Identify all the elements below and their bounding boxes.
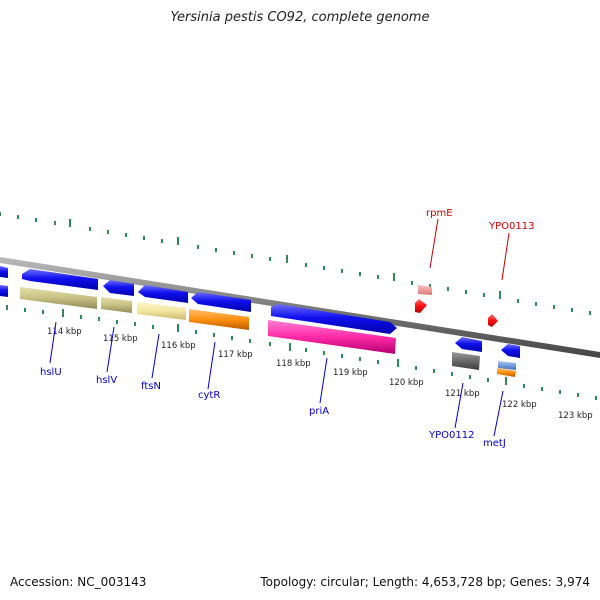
gene-arrow[interactable] bbox=[455, 337, 482, 352]
genome-backbone bbox=[0, 257, 600, 358]
gene-arrow[interactable] bbox=[271, 304, 397, 334]
accession-text: Accession: NC_003143 bbox=[10, 575, 147, 589]
gene-label-rpmE[interactable]: rpmE bbox=[426, 208, 453, 219]
gene-block-ypo0112[interactable] bbox=[452, 352, 480, 370]
gene-block-metJ-a[interactable] bbox=[498, 361, 516, 370]
scale-label: 122 kbp bbox=[502, 400, 537, 410]
gene-arrow[interactable] bbox=[0, 266, 8, 278]
gene-block-hslU[interactable] bbox=[20, 287, 97, 309]
gene-arrow[interactable] bbox=[501, 344, 520, 358]
gene-arrow-rpmE-red[interactable] bbox=[415, 299, 427, 313]
gene-arrow[interactable] bbox=[138, 285, 188, 303]
gene-arrow[interactable] bbox=[103, 280, 134, 296]
gene-label-hslV[interactable]: hslV bbox=[96, 375, 117, 386]
scale-label: 123 kbp bbox=[558, 411, 593, 421]
gene-block-hslV[interactable] bbox=[101, 297, 132, 313]
gene-arrow-ypo0113[interactable] bbox=[488, 314, 498, 327]
gene-block-priA[interactable] bbox=[268, 320, 396, 354]
topology-text: Topology: circular; Length: 4,653,728 bp… bbox=[260, 575, 590, 589]
gene-arrow[interactable] bbox=[22, 269, 98, 290]
gene-label-metJ[interactable]: metJ bbox=[483, 438, 506, 449]
gene-label-lines bbox=[49, 218, 510, 437]
gene-label-priA[interactable]: priA bbox=[309, 406, 329, 417]
forward-strand-genes[interactable] bbox=[0, 266, 520, 358]
scale-label: 117 kbp bbox=[218, 350, 253, 360]
gene-label-cytR[interactable]: cytR bbox=[198, 390, 220, 401]
scale-label: 115 kbp bbox=[103, 334, 138, 344]
scale-label: 118 kbp bbox=[276, 359, 311, 369]
gene-arrow[interactable] bbox=[191, 292, 251, 312]
gene-label-hslU[interactable]: hslU bbox=[40, 367, 62, 378]
map-title: Yersinia pestis CO92, complete genome bbox=[170, 10, 430, 25]
gene-label-ypo0112[interactable]: YPO0112 bbox=[428, 430, 474, 441]
scale-label: 121 kbp bbox=[445, 389, 480, 399]
scale-label: 116 kbp bbox=[161, 341, 196, 351]
gene-labels[interactable]: hslU hslV ftsN cytR priA YPO0112 metJ rp… bbox=[40, 208, 534, 449]
scale-labels: 114 kbp 115 kbp 116 kbp 117 kbp 118 kbp … bbox=[47, 327, 593, 421]
scale-label: 119 kbp bbox=[333, 368, 368, 378]
gene-block-ftsN[interactable] bbox=[137, 302, 186, 320]
gene-label-ypo0113[interactable]: YPO0113 bbox=[488, 221, 534, 232]
outer-scale-ticks bbox=[0, 212, 591, 315]
inner-scale-ticks bbox=[6, 305, 597, 400]
scale-label: 120 kbp bbox=[389, 378, 424, 388]
gene-arrow-rpmE[interactable] bbox=[418, 285, 432, 295]
gene-label-ftsN[interactable]: ftsN bbox=[141, 381, 161, 392]
scale-label: 114 kbp bbox=[47, 327, 82, 337]
reverse-strand-genes[interactable] bbox=[0, 285, 516, 377]
gene-block[interactable] bbox=[0, 285, 8, 297]
gene-block-metJ-b[interactable] bbox=[497, 368, 516, 377]
gene-block-cytR[interactable] bbox=[189, 309, 249, 330]
